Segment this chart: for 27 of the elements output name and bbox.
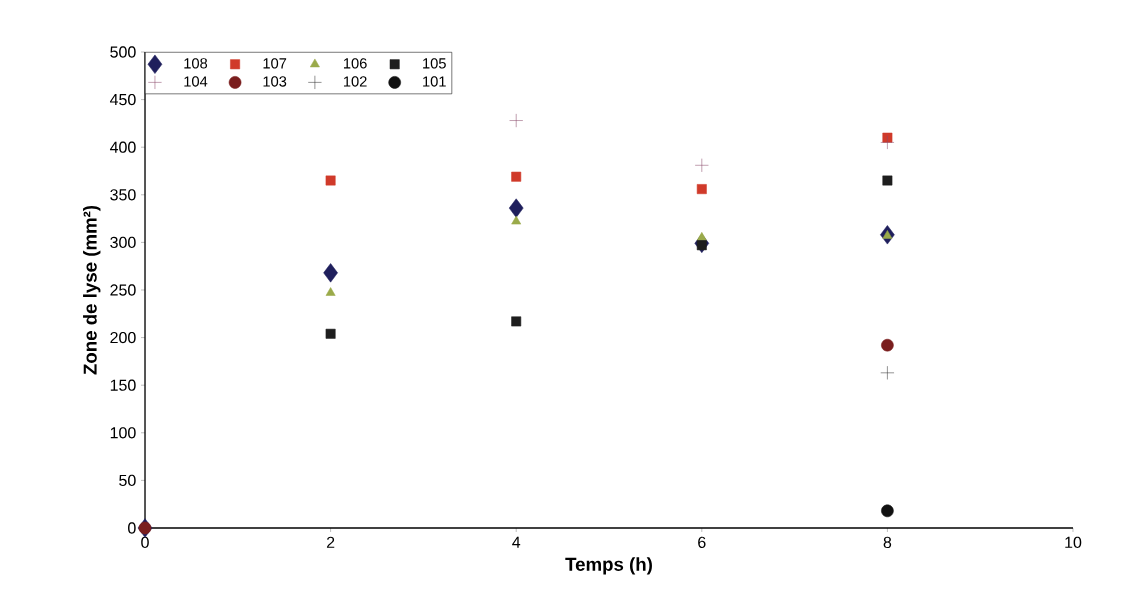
legend-label: 102 [343, 76, 367, 87]
y-tick-label: 100 [110, 427, 136, 439]
legend-label: 107 [263, 58, 287, 69]
y-tick-label: 400 [109, 141, 136, 153]
x-tick-label: 0 [141, 536, 149, 549]
legend-label: 106 [343, 58, 367, 69]
x-axis-title: Temps (h) [565, 557, 652, 575]
y-tick-label: 350 [110, 189, 136, 201]
y-tick-label: 250 [110, 284, 136, 296]
y-tick-label: 0 [128, 522, 136, 534]
legend-label: 101 [423, 76, 446, 87]
y-tick-label: 500 [110, 46, 136, 58]
y-tick-label: 150 [110, 379, 136, 391]
legend-label: 103 [263, 76, 287, 87]
x-tick-label: 2 [326, 536, 335, 548]
x-tick-label: 10 [1065, 536, 1082, 549]
x-tick-label: 6 [698, 536, 706, 549]
x-tick-label: 4 [512, 536, 521, 548]
legend-label: 108 [184, 58, 208, 69]
legend-label: 105 [423, 58, 446, 69]
y-axis-title: Zone de lyse (mm²) [83, 205, 101, 375]
x-tick-label: 8 [883, 536, 892, 549]
y-tick-label: 300 [110, 236, 136, 249]
y-tick-label: 450 [109, 93, 136, 106]
legend-label: 104 [184, 76, 208, 87]
y-tick-label: 50 [119, 474, 136, 487]
y-tick-label: 200 [110, 331, 136, 344]
